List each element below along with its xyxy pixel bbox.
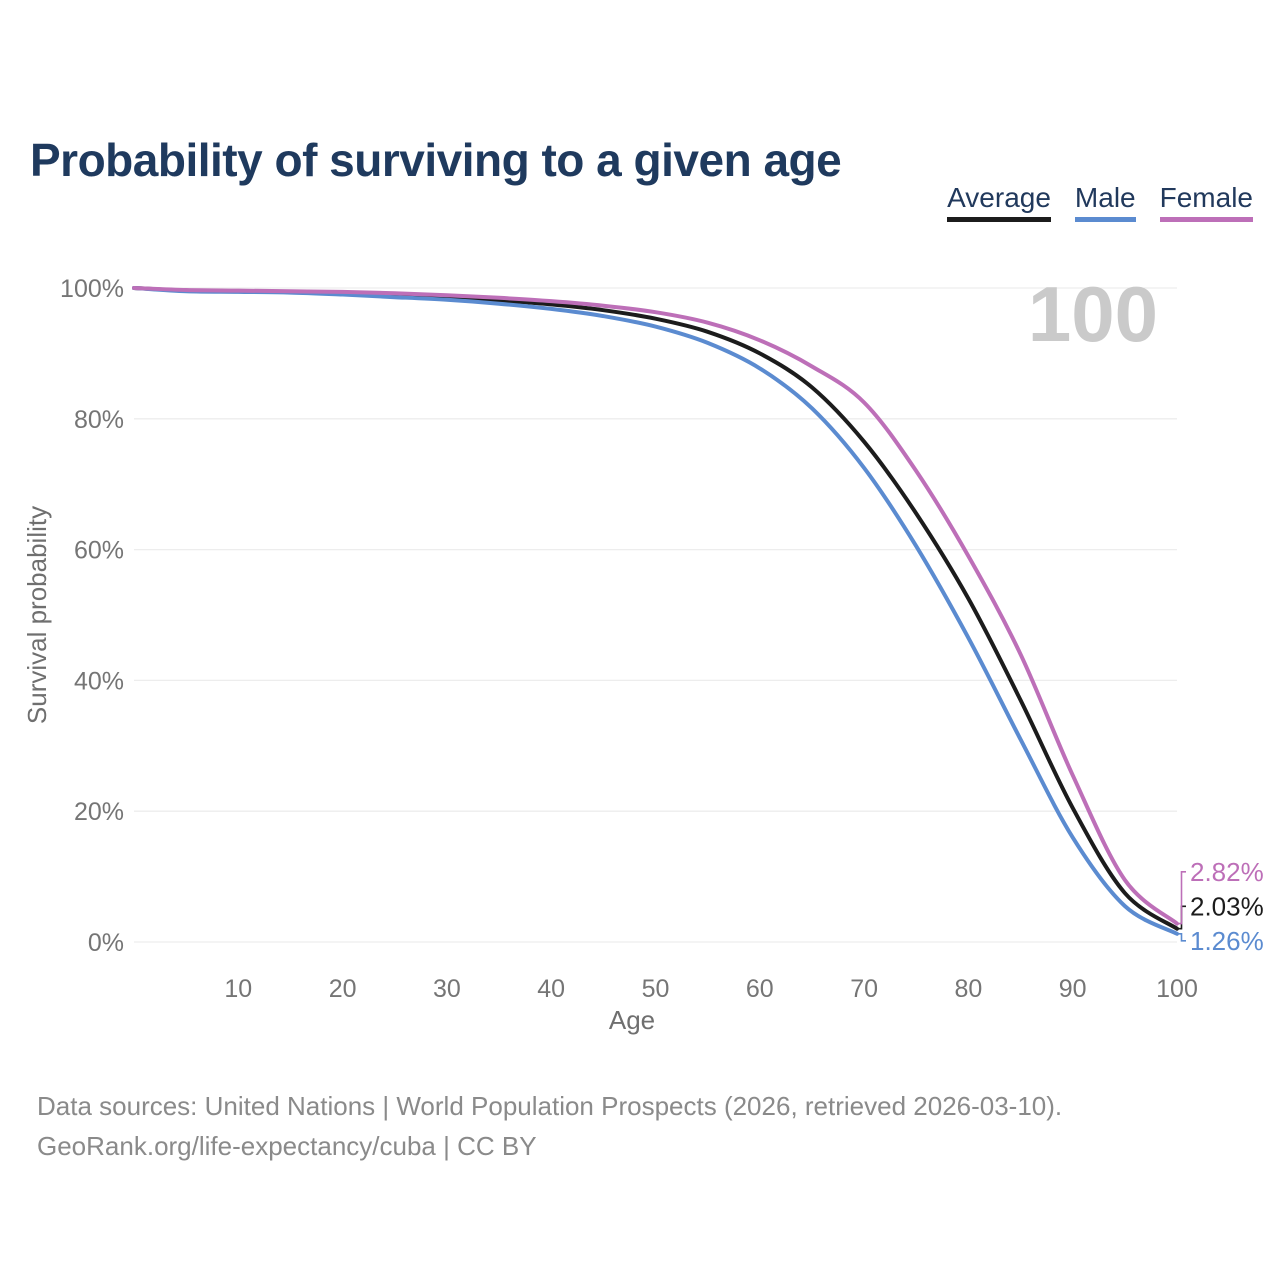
legend-underline-average: [947, 217, 1051, 222]
legend-item-average[interactable]: Average: [947, 184, 1051, 222]
series-lines: [132, 286, 1179, 936]
x-tick-label: 40: [537, 975, 565, 1003]
legend-item-male[interactable]: Male: [1074, 182, 1136, 222]
x-tick-label: 50: [642, 975, 670, 1003]
x-tick-label: 70: [850, 975, 878, 1003]
y-tick-label: 60%: [74, 537, 124, 565]
y-axis-tick-labels: 0% 20% 40% 60% 80% 100%: [60, 275, 124, 957]
y-tick-label: 0%: [88, 929, 124, 957]
x-axis-title: Age: [609, 1005, 655, 1035]
x-tick-label: 90: [1059, 975, 1087, 1003]
y-tick-label: 80%: [74, 406, 124, 434]
legend-item-label: Average: [947, 182, 1051, 213]
legend-item-label: Male: [1074, 182, 1136, 213]
series-line-average: [132, 286, 1179, 931]
end-label-leader-female: [1178, 871, 1186, 925]
legend-item-label: Female: [1159, 182, 1253, 213]
legend: Average Male Female: [947, 184, 1253, 222]
legend-underline-female: [1159, 217, 1253, 222]
end-label-average: 2.03%: [1190, 891, 1264, 921]
y-tick-label: 40%: [74, 667, 124, 695]
watermark-age: 100: [1028, 270, 1158, 358]
end-label-female: 2.82%: [1190, 857, 1264, 887]
x-tick-label: 100: [1156, 975, 1198, 1003]
series-end-labels: 1.26% 2.03% 2.82%: [1178, 857, 1264, 956]
y-tick-label: 20%: [74, 798, 124, 826]
footer-attribution-line: GeoRank.org/life-expectancy/cuba | CC BY: [37, 1131, 537, 1161]
series-line-male: [132, 286, 1179, 936]
x-tick-label: 80: [954, 975, 982, 1003]
footer-sources-line: Data sources: United Nations | World Pop…: [37, 1091, 1063, 1121]
page-title: Probability of surviving to a given age: [30, 133, 842, 186]
x-tick-label: 10: [224, 975, 252, 1003]
x-axis-tick-labels: 10 20 30 40 50 60 70 80 90 100: [224, 975, 1197, 1003]
legend-item-female[interactable]: Female: [1159, 182, 1253, 222]
y-axis-title: Survival probability: [22, 506, 52, 724]
gridlines: [134, 287, 1177, 943]
legend-underline-male: [1074, 217, 1136, 222]
y-tick-label: 100%: [60, 275, 124, 303]
end-label-male: 1.26%: [1190, 926, 1264, 956]
footer: Data sources: United Nations | World Pop…: [37, 1086, 1062, 1166]
x-tick-label: 20: [329, 975, 357, 1003]
x-tick-label: 60: [746, 975, 774, 1003]
x-tick-label: 30: [433, 975, 461, 1003]
end-label-leader-male: [1178, 933, 1186, 942]
series-line-female: [132, 286, 1179, 926]
